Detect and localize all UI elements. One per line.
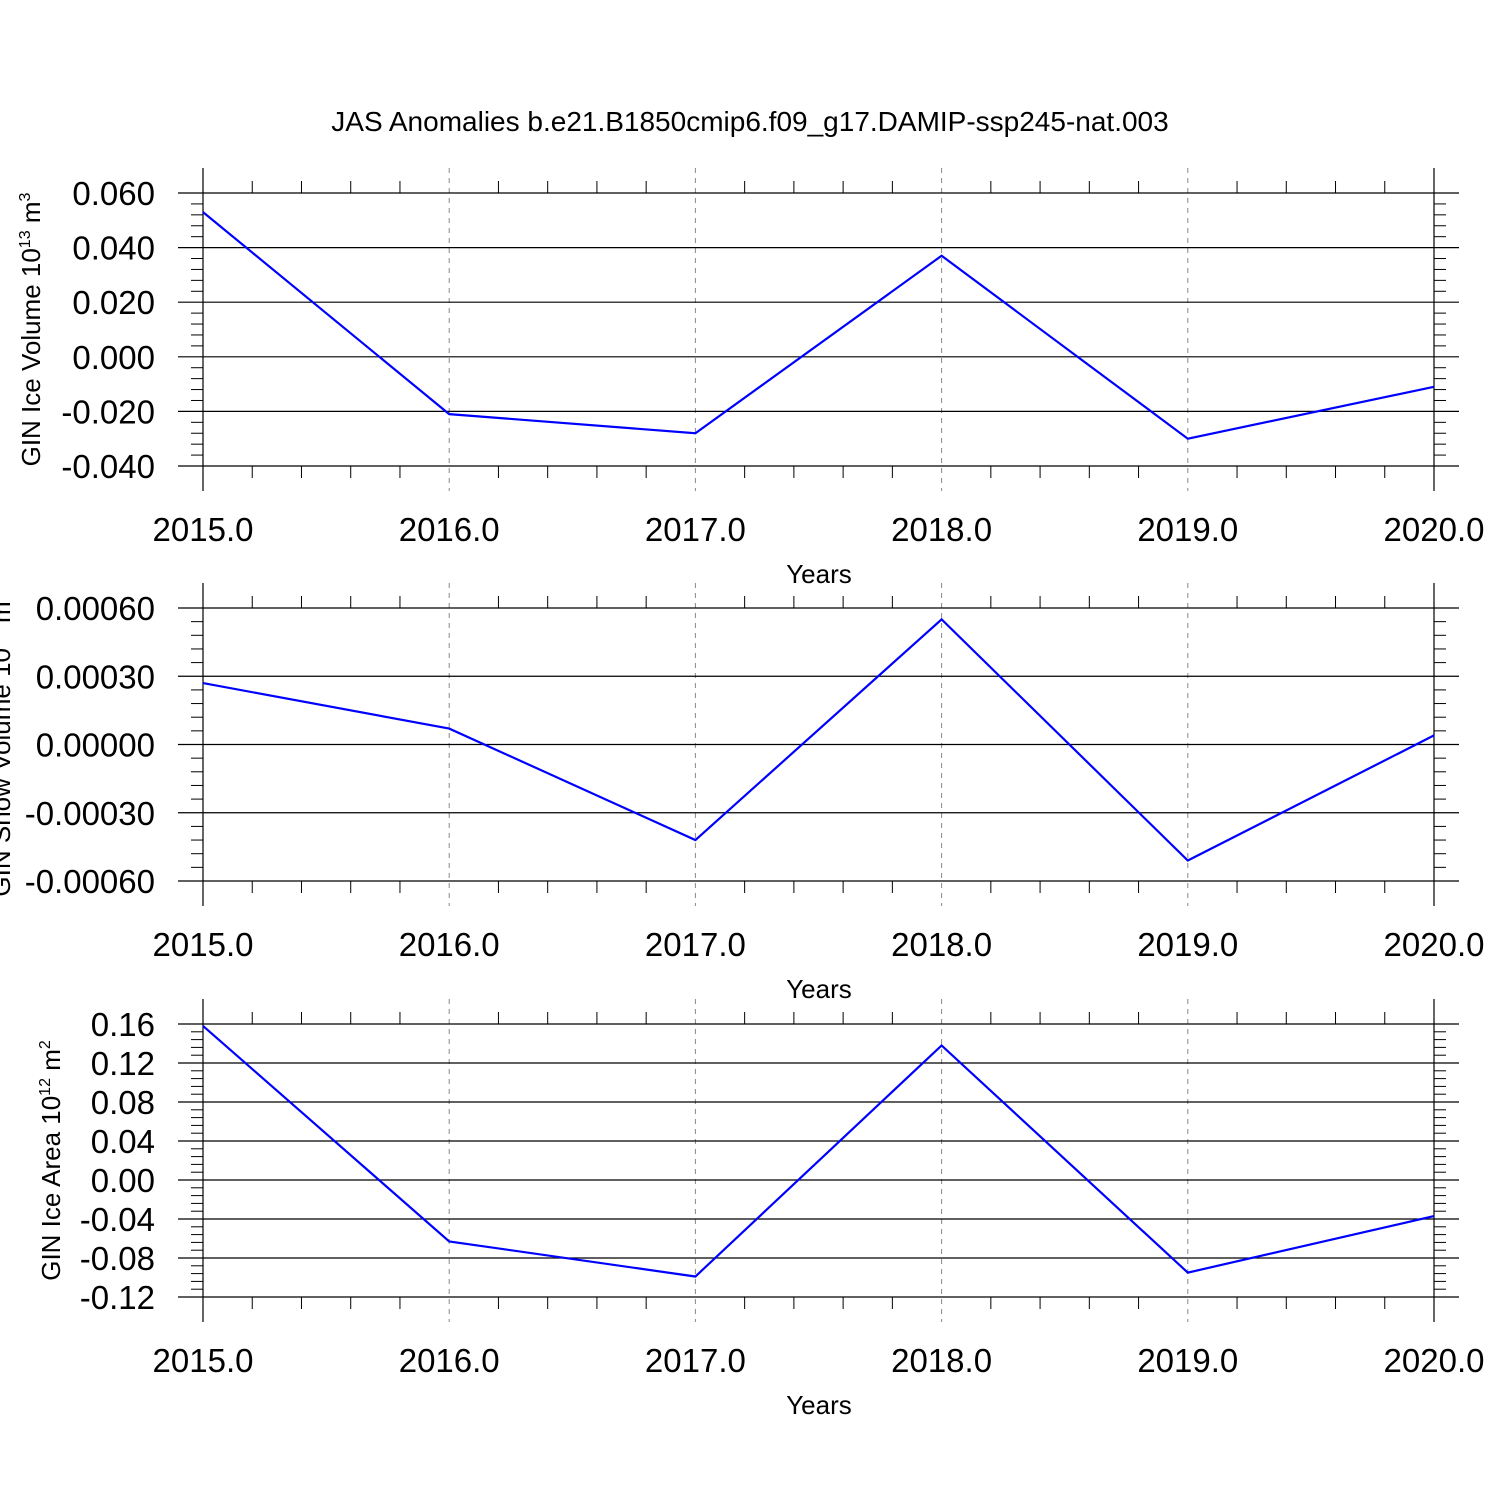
series-line (203, 212, 1434, 439)
x-tick-label: 2018.0 (891, 511, 992, 548)
y-tick-label: 0.16 (91, 1006, 155, 1043)
y-axis-label-unit: m (36, 1049, 66, 1078)
y-axis-label-unit: m (16, 201, 46, 230)
x-tick-label: 2015.0 (153, 1342, 254, 1379)
y-axis-label-text: GIN Ice Area 10 (36, 1096, 66, 1281)
chart-title: JAS Anomalies b.e21.B1850cmip6.f09_g17.D… (331, 106, 1168, 137)
x-tick-label: 2016.0 (399, 1342, 500, 1379)
x-tick-label: 2020.0 (1384, 926, 1485, 963)
y-axis-label-text: GIN Snow Volume 10 (0, 648, 16, 897)
y-tick-label: -0.00030 (25, 795, 155, 832)
x-tick-label: 2015.0 (153, 511, 254, 548)
y-axis-label: GIN Ice Volume 1013 m3 (16, 192, 46, 466)
x-axis-label: Years (786, 1390, 852, 1420)
y-tick-label: -0.08 (80, 1240, 155, 1277)
y-tick-label: 0.00000 (36, 727, 155, 764)
y-axis-label-text: GIN Ice Volume 10 (16, 248, 46, 466)
y-axis-label: GIN Snow Volume 1013 m3 (0, 592, 16, 896)
x-tick-label: 2015.0 (153, 926, 254, 963)
y-tick-label: 0.040 (72, 230, 155, 267)
y-axis-label-exponent: 13 (17, 230, 34, 248)
y-tick-label: 0.08 (91, 1084, 155, 1121)
x-tick-label: 2018.0 (891, 1342, 992, 1379)
y-tick-label: 0.04 (91, 1123, 155, 1160)
y-tick-label: 0.00060 (36, 590, 155, 627)
x-axis-label: Years (786, 559, 852, 589)
y-tick-label: -0.020 (61, 393, 155, 430)
x-tick-label: 2019.0 (1137, 511, 1238, 548)
x-tick-label: 2020.0 (1384, 511, 1485, 548)
x-tick-label: 2018.0 (891, 926, 992, 963)
x-tick-label: 2017.0 (645, 926, 746, 963)
y-tick-label: 0.00 (91, 1162, 155, 1199)
y-axis-label-unit-exponent: 2 (37, 1040, 54, 1049)
y-axis-label-unit: m (0, 601, 16, 630)
panel-1: 0.060 0.040 0.020 0.000 -0.020 -0.040 2015.0 20… (16, 168, 1484, 589)
y-axis-label-exponent: 13 (0, 630, 4, 648)
y-tick-label: 0.000 (72, 339, 155, 376)
x-tick-label: 2016.0 (399, 511, 500, 548)
y-tick-label: -0.00060 (25, 863, 155, 900)
y-axis-label-exponent: 12 (37, 1078, 54, 1096)
y-tick-label: -0.12 (80, 1279, 155, 1316)
x-tick-label: 2019.0 (1137, 926, 1238, 963)
x-tick-label: 2017.0 (645, 1342, 746, 1379)
y-tick-label: 0.020 (72, 284, 155, 321)
x-tick-label: 2016.0 (399, 926, 500, 963)
x-axis-label: Years (786, 974, 852, 1004)
y-tick-label: 0.00030 (36, 658, 155, 695)
panel-3: 0.160.120.080.040.00-0.04-0.08-0.12 2015.… (36, 999, 1484, 1420)
series-line (203, 619, 1434, 860)
x-tick-label: 2017.0 (645, 511, 746, 548)
x-tick-label: 2019.0 (1137, 1342, 1238, 1379)
y-axis-label: GIN Ice Area 1012 m2 (36, 1040, 66, 1281)
y-axis-label-unit-exponent: 3 (0, 592, 4, 601)
y-tick-label: 0.12 (91, 1045, 155, 1082)
y-tick-label: 0.060 (72, 175, 155, 212)
x-tick-label: 2020.0 (1384, 1342, 1485, 1379)
panel-2: 0.00060 0.00030 0.00000 -0.00030 -0.00060 201… (0, 583, 1484, 1004)
y-tick-label: -0.04 (80, 1201, 155, 1238)
y-axis-label-unit-exponent: 3 (17, 192, 34, 201)
y-tick-label: -0.040 (61, 448, 155, 485)
